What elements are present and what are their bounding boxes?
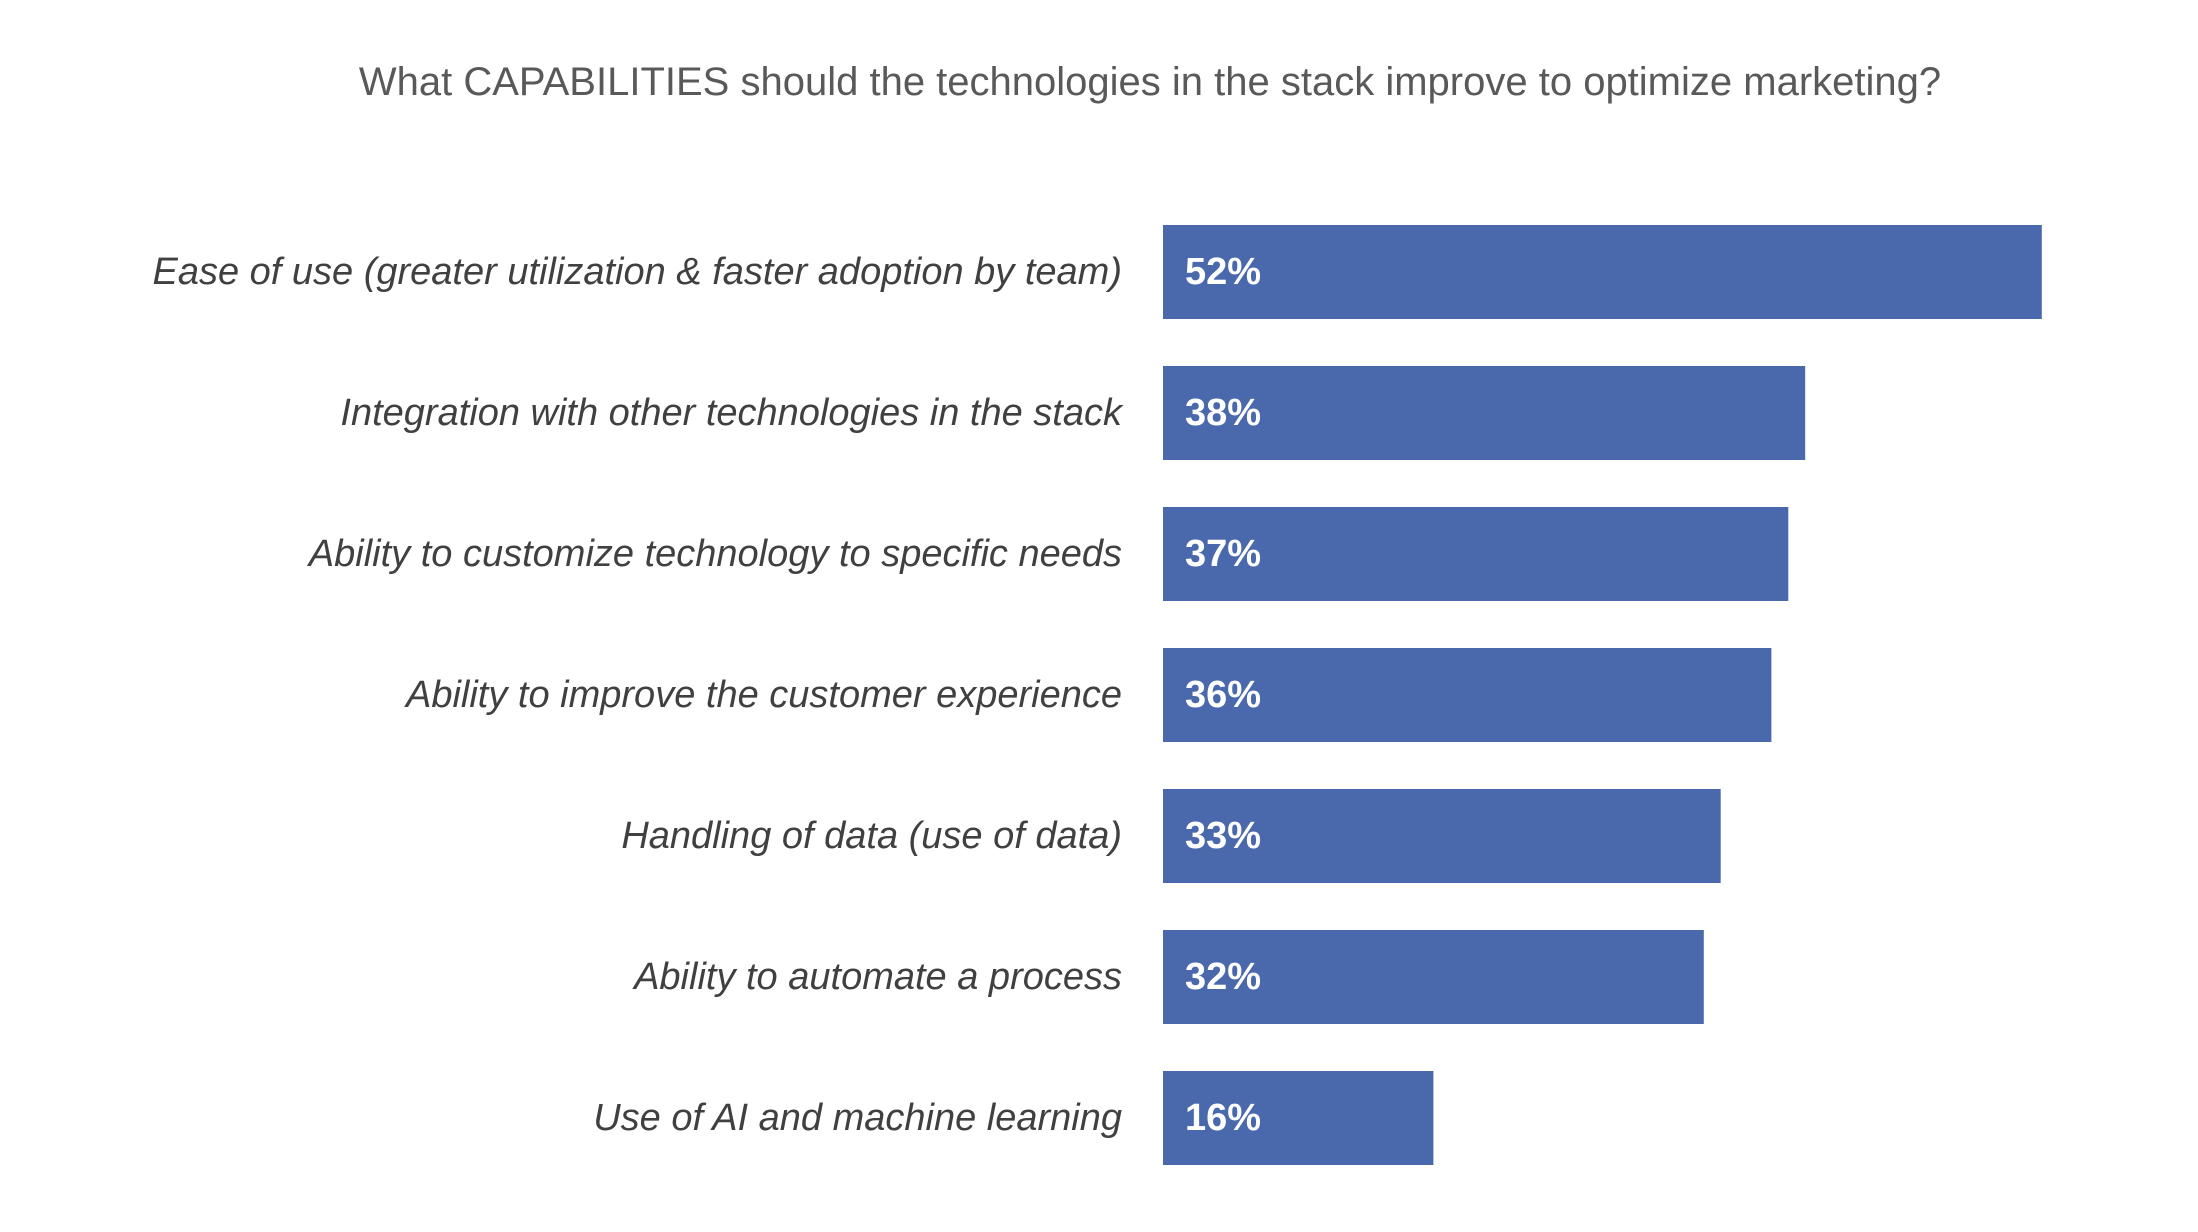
bar [1163, 366, 1806, 460]
bar [1163, 507, 1789, 601]
bar [1163, 225, 2042, 319]
category-label: Ability to automate a process [632, 956, 1122, 998]
category-label: Ability to customize technology to speci… [307, 533, 1122, 575]
category-label: Ease of use (greater utilization & faste… [152, 251, 1122, 293]
category-label: Handling of data (use of data) [621, 815, 1122, 857]
bar [1163, 789, 1721, 883]
bar [1163, 1071, 1434, 1165]
data-label: 36% [1185, 674, 1261, 716]
data-label: 52% [1185, 251, 1261, 293]
bar [1163, 930, 1704, 1024]
data-label: 16% [1185, 1097, 1261, 1139]
category-label: Integration with other technologies in t… [340, 392, 1124, 434]
data-label: 32% [1185, 956, 1261, 998]
category-label: Use of AI and machine learning [593, 1097, 1122, 1139]
category-label: Ability to improve the customer experien… [404, 674, 1122, 716]
bar [1163, 648, 1772, 742]
chart-title: What CAPABILITIES should the technologie… [358, 60, 1942, 104]
data-label: 33% [1185, 815, 1261, 857]
data-label: 38% [1185, 392, 1261, 434]
data-label: 37% [1185, 533, 1261, 575]
